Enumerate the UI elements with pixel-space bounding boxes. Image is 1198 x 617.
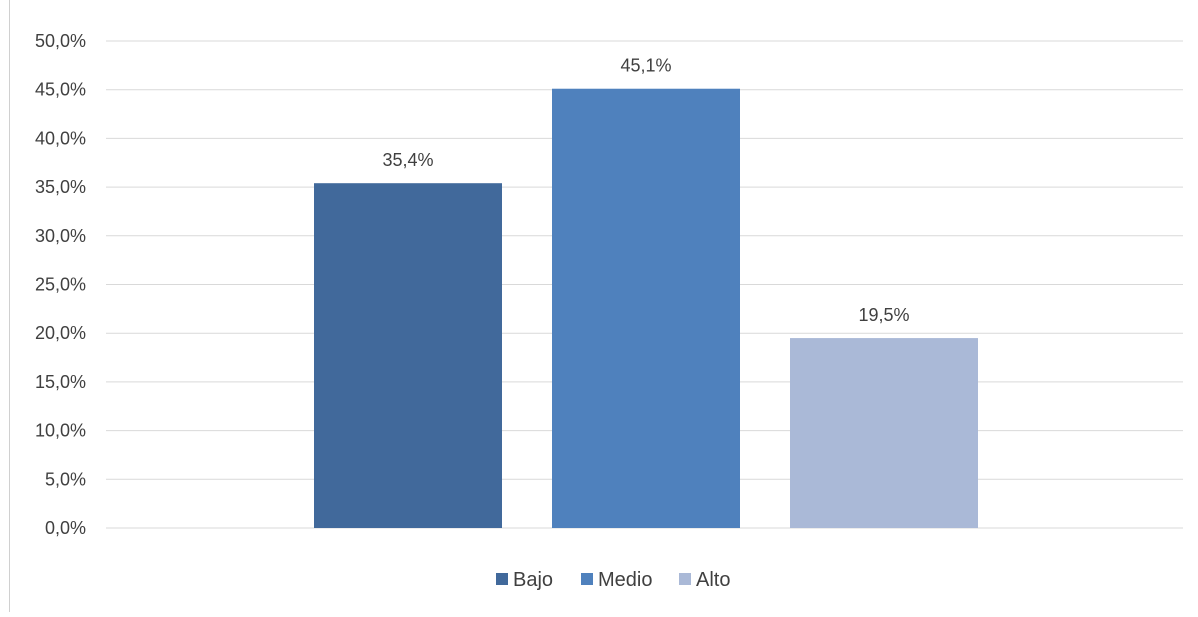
bar-bajo [314,183,502,529]
legend-label-medio: Medio [598,569,652,591]
bar-medio [552,88,740,528]
legend-label-alto: Alto [696,569,730,591]
legend-swatch-alto [679,573,691,585]
y-tick-label: 20,0% [35,323,86,343]
legend-label-bajo: Bajo [513,569,553,591]
data-label-bajo: 35,4% [382,150,433,170]
y-tick-label: 0,0% [45,518,86,538]
data-label-alto: 19,5% [858,305,909,325]
y-tick-label: 50,0% [35,31,86,51]
bars [314,88,978,529]
legend-swatch-medio [581,573,593,585]
legend: Bajo Medio Alto [496,569,730,591]
y-tick-label: 15,0% [35,372,86,392]
y-tick-label: 30,0% [35,226,86,246]
y-tick-label: 35,0% [35,177,86,197]
data-labels: 35,4% 45,1% 19,5% [382,56,909,325]
y-tick-label: 5,0% [45,469,86,489]
legend-swatch-bajo [496,573,508,585]
y-tick-label: 25,0% [35,275,86,295]
y-tick-label: 45,0% [35,80,86,100]
chart-border [9,0,10,612]
bar-alto [790,338,978,528]
y-tick-label: 40,0% [35,128,86,148]
y-axis-tick-labels: 0,0% 5,0% 10,0% 15,0% 20,0% 25,0% 30,0% 35,0% 40… [35,31,86,538]
data-label-medio: 45,1% [620,56,671,76]
y-tick-label: 10,0% [35,421,86,441]
